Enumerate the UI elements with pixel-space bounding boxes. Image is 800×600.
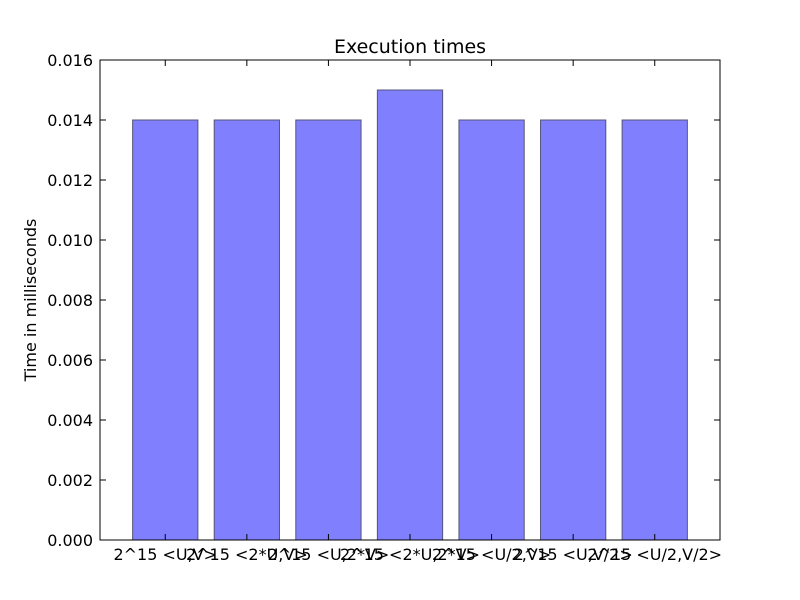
y-tick-label: 0.004 — [47, 411, 93, 430]
bar-2 — [295, 119, 362, 541]
chart-title: Execution times — [334, 36, 486, 58]
bar-3 — [376, 89, 444, 541]
x-tick-label: 2^15 <U,2*V> — [268, 545, 390, 564]
bar-4 — [458, 119, 525, 541]
y-tick-label: 0.014 — [47, 111, 93, 130]
plot-frame — [99, 59, 721, 541]
x-tick-label: 2^15 <U,V> — [113, 545, 217, 564]
y-tick-label: 0.000 — [47, 531, 93, 550]
bar-0 — [132, 119, 199, 541]
bar-1 — [213, 119, 280, 541]
y-axis-label: Time in milliseconds — [21, 219, 40, 383]
bars-group — [132, 89, 688, 541]
x-tick-label: 2^15 <U/2,V/2> — [587, 545, 722, 564]
tick-labels-group: 2^15 <U,V>2^15 <2*U,V>2^15 <U,2*V>2^15 <… — [47, 51, 722, 564]
y-tick-label: 0.012 — [47, 171, 93, 190]
x-tick-label: 2^15 <U,V/2> — [514, 545, 633, 564]
y-tick-label: 0.010 — [47, 231, 93, 250]
x-tick-label: 2^15 <U/2,V> — [432, 545, 551, 564]
x-tick-label: 2^15 <2*U,2*V> — [340, 545, 480, 564]
y-tick-label: 0.006 — [47, 351, 93, 370]
y-tick-label: 0.016 — [47, 51, 93, 70]
y-tick-label: 0.008 — [47, 291, 93, 310]
x-tick-label: 2^15 <2*U,V> — [186, 545, 308, 564]
bar-6 — [621, 119, 688, 541]
y-tick-label: 0.002 — [47, 471, 93, 490]
bar-5 — [540, 119, 607, 541]
